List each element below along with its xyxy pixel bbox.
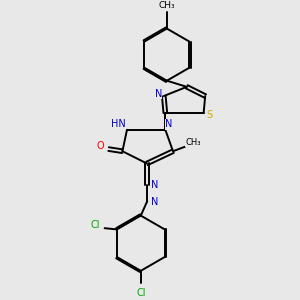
Text: S: S bbox=[206, 110, 212, 120]
Text: HN: HN bbox=[111, 119, 126, 129]
Text: CH₃: CH₃ bbox=[186, 137, 201, 146]
Text: N: N bbox=[151, 197, 158, 207]
Text: CH₃: CH₃ bbox=[159, 1, 175, 10]
Text: Cl: Cl bbox=[136, 288, 146, 298]
Text: N: N bbox=[165, 119, 173, 129]
Text: Cl: Cl bbox=[91, 220, 100, 230]
Text: N: N bbox=[154, 88, 162, 99]
Text: N: N bbox=[151, 180, 158, 190]
Text: O: O bbox=[97, 141, 104, 151]
